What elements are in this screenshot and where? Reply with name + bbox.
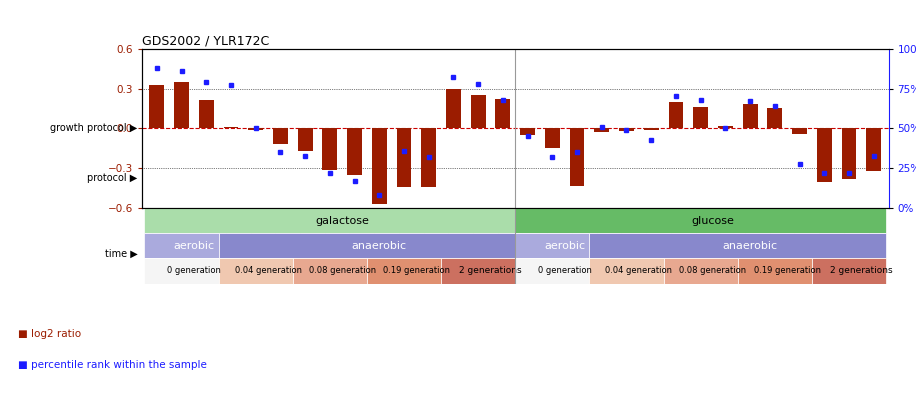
Bar xyxy=(545,128,560,148)
Text: growth protocol ▶: growth protocol ▶ xyxy=(50,123,137,133)
FancyBboxPatch shape xyxy=(812,258,886,283)
FancyBboxPatch shape xyxy=(442,258,515,283)
FancyBboxPatch shape xyxy=(219,258,293,283)
Bar xyxy=(273,128,288,145)
Bar xyxy=(174,82,189,128)
Text: 0 generation: 0 generation xyxy=(538,266,592,275)
Bar xyxy=(224,127,238,128)
Bar xyxy=(842,128,856,179)
FancyBboxPatch shape xyxy=(515,208,886,233)
Text: ■ percentile rank within the sample: ■ percentile rank within the sample xyxy=(18,360,207,369)
Text: 2 generations: 2 generations xyxy=(459,266,522,275)
FancyBboxPatch shape xyxy=(663,258,737,283)
Text: 0 generation: 0 generation xyxy=(167,266,221,275)
Text: 0.08 generation: 0.08 generation xyxy=(680,266,747,275)
FancyBboxPatch shape xyxy=(145,258,219,283)
Text: ■ log2 ratio: ■ log2 ratio xyxy=(18,329,82,339)
Text: glucose: glucose xyxy=(692,216,735,226)
Text: GDS2002 / YLR172C: GDS2002 / YLR172C xyxy=(142,34,269,47)
Bar xyxy=(792,128,807,134)
Text: 0.19 generation: 0.19 generation xyxy=(754,266,821,275)
Text: galactose: galactose xyxy=(315,216,369,226)
Bar xyxy=(446,89,461,128)
Bar xyxy=(594,128,609,132)
Bar xyxy=(149,85,164,128)
Text: 0.08 generation: 0.08 generation xyxy=(309,266,376,275)
Bar xyxy=(298,128,312,151)
Bar xyxy=(619,128,634,131)
FancyBboxPatch shape xyxy=(515,233,589,258)
FancyBboxPatch shape xyxy=(589,258,663,283)
Bar xyxy=(718,126,733,128)
Bar xyxy=(669,102,683,128)
Bar xyxy=(421,128,436,187)
Bar xyxy=(347,128,362,175)
Text: anaerobic: anaerobic xyxy=(352,241,407,251)
Bar xyxy=(570,128,584,185)
FancyBboxPatch shape xyxy=(737,258,812,283)
Bar xyxy=(817,128,832,181)
Bar xyxy=(768,109,782,128)
Bar xyxy=(397,128,411,187)
Bar xyxy=(520,128,535,135)
Text: protocol ▶: protocol ▶ xyxy=(87,173,137,183)
Text: anaerobic: anaerobic xyxy=(723,241,778,251)
Bar xyxy=(867,128,881,171)
Bar xyxy=(322,128,337,170)
FancyBboxPatch shape xyxy=(367,258,442,283)
FancyBboxPatch shape xyxy=(145,208,515,233)
Text: aerobic: aerobic xyxy=(544,241,585,251)
Bar xyxy=(372,128,387,204)
Text: 0.04 generation: 0.04 generation xyxy=(605,266,672,275)
FancyBboxPatch shape xyxy=(219,233,515,258)
Bar xyxy=(248,128,263,130)
FancyBboxPatch shape xyxy=(515,258,589,283)
Bar xyxy=(693,107,708,128)
FancyBboxPatch shape xyxy=(145,233,219,258)
Bar xyxy=(496,99,510,128)
Text: 0.19 generation: 0.19 generation xyxy=(383,266,450,275)
Text: aerobic: aerobic xyxy=(173,241,214,251)
Bar xyxy=(644,128,659,130)
FancyBboxPatch shape xyxy=(293,258,367,283)
Bar xyxy=(199,100,213,128)
Bar xyxy=(471,95,485,128)
Text: 0.04 generation: 0.04 generation xyxy=(234,266,301,275)
Text: 2 generations: 2 generations xyxy=(830,266,892,275)
FancyBboxPatch shape xyxy=(589,233,886,258)
Bar xyxy=(743,104,758,128)
Text: time ▶: time ▶ xyxy=(104,249,137,259)
